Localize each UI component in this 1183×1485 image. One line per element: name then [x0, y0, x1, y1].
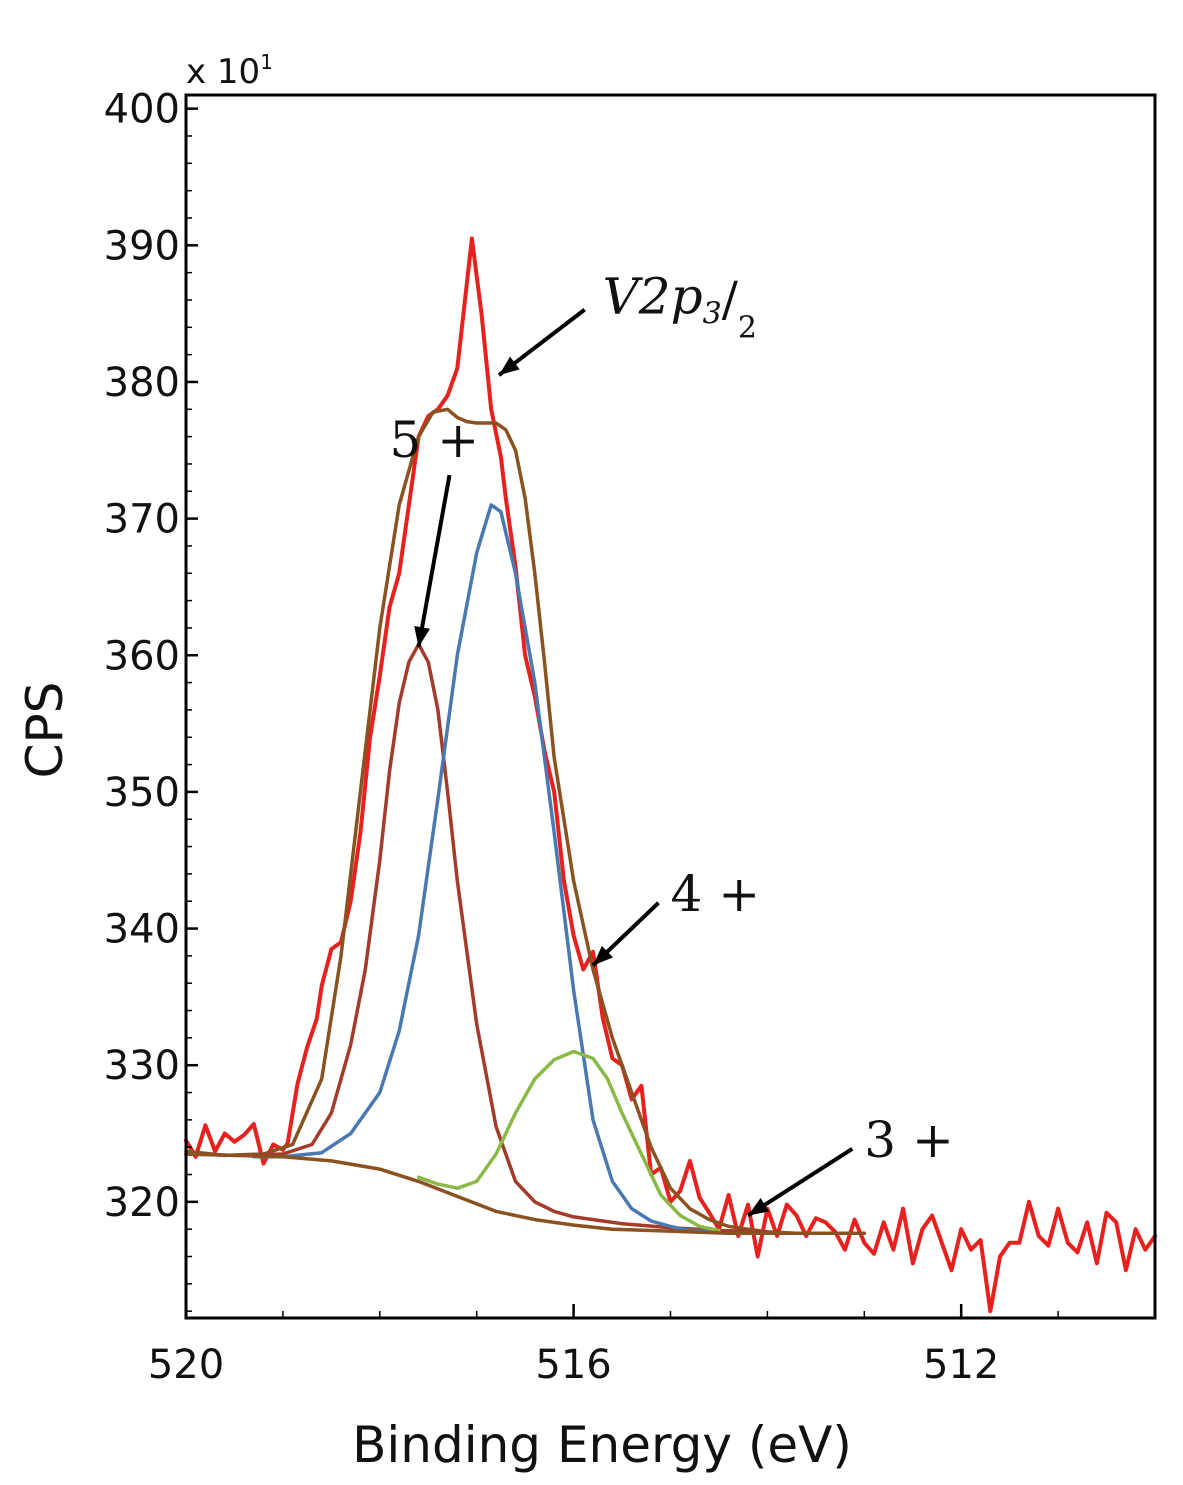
annotation-arrowhead — [414, 625, 430, 648]
series-line-4 — [416, 1049, 721, 1233]
x-tick-label: 512 — [923, 1342, 999, 1388]
annotation-label-3: 3 + — [864, 1111, 954, 1169]
annotation-label-2: 4 + — [671, 865, 761, 923]
series-line-3 — [252, 503, 721, 1234]
x-tick-label: 520 — [148, 1342, 224, 1388]
x-tick-label: 516 — [535, 1342, 611, 1388]
y-multiplier-exponent: 1 — [260, 50, 273, 74]
annotation-layer: V2p3/2 5 + 4 + 3 + — [389, 268, 954, 1218]
series-line-0 — [184, 236, 1157, 1314]
x-axis-label: Binding Energy (eV) — [352, 1416, 852, 1474]
series-line-2 — [184, 642, 770, 1234]
y-tick-label: 400 — [104, 87, 180, 133]
y-tick-label: 380 — [104, 360, 180, 406]
y-tick-label: 390 — [104, 223, 180, 269]
annotation-arrowhead — [748, 1197, 770, 1216]
y-tick-label: 320 — [104, 1180, 180, 1226]
y-tick-label: 350 — [104, 770, 180, 816]
annotation-label-1: 5 + — [389, 411, 479, 469]
y-tick-label: 370 — [104, 497, 180, 543]
annotation-arrow — [416, 474, 452, 648]
y-multiplier-label: x 101 — [186, 50, 273, 92]
y-axis-label: CPS — [16, 682, 74, 779]
y-tick-label: 340 — [104, 907, 180, 953]
annotation-arrowhead — [592, 945, 613, 966]
annotation-v2p32: V2p3/2 — [603, 268, 757, 346]
y-tick-label: 330 — [104, 1043, 180, 1089]
series-line-5 — [184, 1152, 867, 1236]
series-line-1 — [184, 407, 867, 1236]
annotation-arrowhead — [498, 356, 520, 376]
annotation-arrow — [746, 1147, 854, 1218]
axes-layer: 320 330 340 350 360 370 380 390 400 520 516 512 — [104, 87, 1156, 1388]
y-tick-label: 360 — [104, 633, 180, 679]
series-layer — [184, 236, 1157, 1314]
